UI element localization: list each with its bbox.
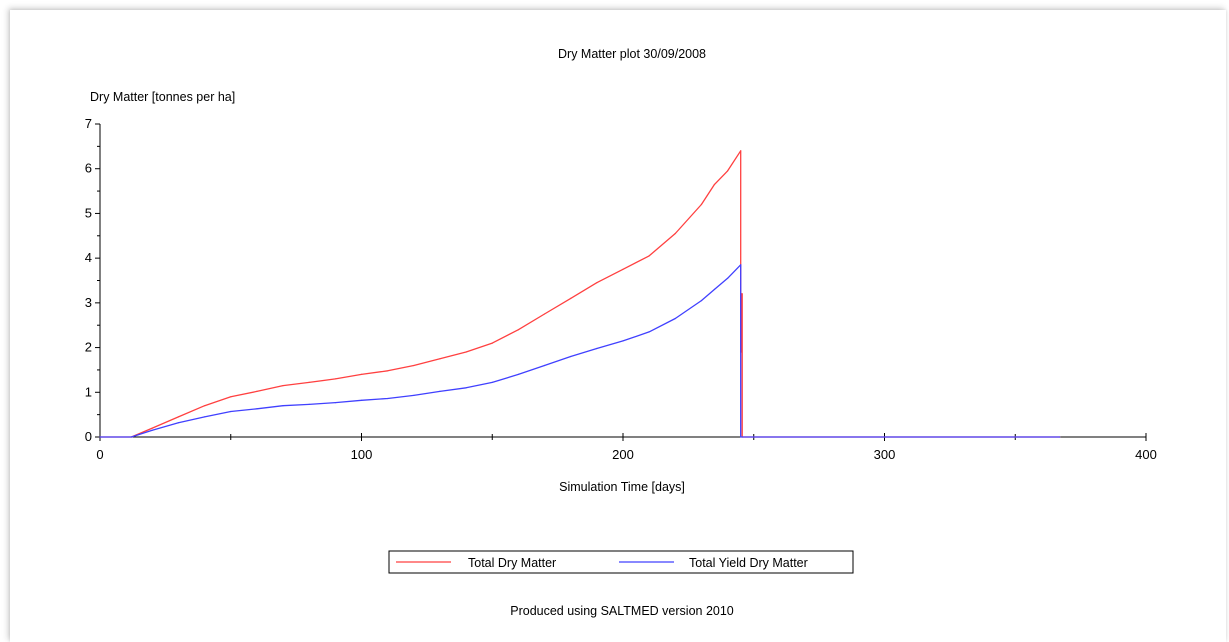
y-axis-label: Dry Matter [tonnes per ha] bbox=[90, 90, 235, 104]
data-point-total-yield-dry-matter bbox=[674, 317, 676, 320]
data-point-total-yield-dry-matter bbox=[740, 264, 742, 266]
data-point-total-dry-matter bbox=[439, 358, 441, 360]
data-point-total-yield-dry-matter bbox=[543, 364, 546, 367]
series-points-total-dry-matter bbox=[99, 150, 1061, 438]
data-point-total-yield-dry-matter bbox=[570, 355, 572, 358]
data-point-total-dry-matter bbox=[465, 351, 467, 353]
y-ticks: 0 1 2 3 4 5 6 7 bbox=[85, 116, 100, 444]
data-point-total-dry-matter bbox=[282, 385, 284, 387]
data-point-total-yield-dry-matter bbox=[256, 408, 258, 410]
x-ticks: 0 100 200 300 400 bbox=[96, 433, 1157, 462]
data-point-total-dry-matter bbox=[622, 268, 624, 270]
x-axis-label: Simulation Time [days] bbox=[559, 480, 685, 494]
series-line-total-yield-dry-matter bbox=[100, 264, 1060, 438]
data-point-total-dry-matter bbox=[360, 373, 363, 375]
y-tick-label: 3 bbox=[85, 295, 92, 310]
data-point-total-yield-dry-matter bbox=[648, 331, 650, 333]
data-point-total-dry-matter bbox=[740, 150, 742, 152]
data-point-total-yield-dry-matter bbox=[883, 436, 886, 438]
legend-label-total-dry-matter: Total Dry Matter bbox=[468, 556, 556, 570]
data-point-total-yield-dry-matter bbox=[700, 300, 703, 302]
data-point-total-dry-matter bbox=[674, 232, 676, 235]
dry-matter-chart: Dry Matter plot 30/09/2008 Dry Matter [t… bbox=[85, 47, 1157, 618]
y-tick-label: 6 bbox=[85, 161, 92, 176]
data-point-total-yield-dry-matter bbox=[413, 394, 415, 396]
data-point-total-yield-dry-matter bbox=[360, 399, 363, 401]
data-point-total-dry-matter bbox=[413, 364, 415, 367]
data-point-total-dry-matter bbox=[543, 313, 546, 315]
data-point-total-yield-dry-matter bbox=[753, 436, 755, 438]
data-point-total-yield-dry-matter bbox=[517, 373, 519, 375]
x-tick-label: 100 bbox=[351, 447, 373, 462]
data-point-total-dry-matter bbox=[177, 416, 179, 418]
data-point-total-yield-dry-matter bbox=[334, 402, 336, 404]
y-tick-label: 0 bbox=[85, 429, 92, 444]
data-point-total-dry-matter bbox=[491, 342, 493, 344]
data-point-total-yield-dry-matter bbox=[282, 405, 284, 407]
chart-window: Dry Matter plot 30/09/2008 Dry Matter [t… bbox=[10, 10, 1226, 642]
data-point-total-dry-matter bbox=[387, 370, 389, 372]
data-point-total-yield-dry-matter bbox=[99, 436, 101, 438]
data-point-total-dry-matter bbox=[741, 293, 743, 295]
x-tick-label: 200 bbox=[612, 447, 634, 462]
data-point-total-yield-dry-matter bbox=[387, 397, 389, 400]
x-tick-label: 0 bbox=[96, 447, 103, 462]
data-point-total-dry-matter bbox=[596, 282, 598, 284]
x-tick-label: 400 bbox=[1135, 447, 1157, 462]
y-tick-label: 7 bbox=[85, 116, 92, 131]
data-point-total-yield-dry-matter bbox=[230, 410, 232, 413]
data-point-total-yield-dry-matter bbox=[177, 422, 179, 424]
legend-label-total-yield-dry-matter: Total Yield Dry Matter bbox=[689, 556, 808, 570]
data-point-total-dry-matter bbox=[713, 183, 716, 185]
data-point-total-dry-matter bbox=[570, 297, 572, 299]
x-tick-label: 300 bbox=[874, 447, 896, 462]
data-point-total-yield-dry-matter bbox=[1014, 436, 1016, 438]
data-point-total-dry-matter bbox=[700, 203, 703, 206]
data-point-total-dry-matter bbox=[204, 405, 206, 407]
data-point-total-yield-dry-matter bbox=[740, 436, 742, 438]
data-point-total-yield-dry-matter bbox=[491, 381, 493, 383]
legend: Total Dry Matter Total Yield Dry Matter bbox=[388, 550, 854, 574]
data-point-total-yield-dry-matter bbox=[204, 416, 206, 418]
data-point-total-dry-matter bbox=[256, 390, 258, 392]
data-point-total-yield-dry-matter bbox=[308, 403, 310, 405]
data-point-total-dry-matter bbox=[308, 381, 310, 383]
data-point-total-yield-dry-matter bbox=[1059, 436, 1061, 438]
series-points-total-yield-dry-matter bbox=[99, 264, 1061, 438]
data-point-total-yield-dry-matter bbox=[596, 347, 598, 350]
y-tick-label: 2 bbox=[85, 340, 92, 355]
y-tick-label: 1 bbox=[85, 384, 92, 399]
data-point-total-dry-matter bbox=[727, 170, 729, 172]
data-point-total-yield-dry-matter bbox=[151, 429, 153, 431]
data-point-total-yield-dry-matter bbox=[465, 387, 467, 389]
y-tick-label: 5 bbox=[85, 205, 92, 220]
series-line-total-dry-matter bbox=[100, 150, 1060, 438]
data-point-total-yield-dry-matter bbox=[713, 288, 716, 290]
data-point-total-dry-matter bbox=[230, 396, 232, 398]
data-point-total-dry-matter bbox=[151, 427, 153, 429]
y-tick-label: 4 bbox=[85, 250, 92, 265]
data-point-total-dry-matter bbox=[517, 329, 519, 331]
data-point-total-yield-dry-matter bbox=[439, 390, 441, 392]
chart-title: Dry Matter plot 30/09/2008 bbox=[558, 47, 706, 61]
data-point-total-dry-matter bbox=[648, 255, 650, 257]
data-point-total-yield-dry-matter bbox=[622, 340, 624, 342]
series-lines bbox=[99, 150, 1061, 438]
footer-credit: Produced using SALTMED version 2010 bbox=[510, 604, 734, 618]
data-point-total-yield-dry-matter bbox=[727, 277, 729, 279]
data-point-total-yield-dry-matter bbox=[130, 436, 132, 438]
data-point-total-dry-matter bbox=[334, 378, 336, 380]
